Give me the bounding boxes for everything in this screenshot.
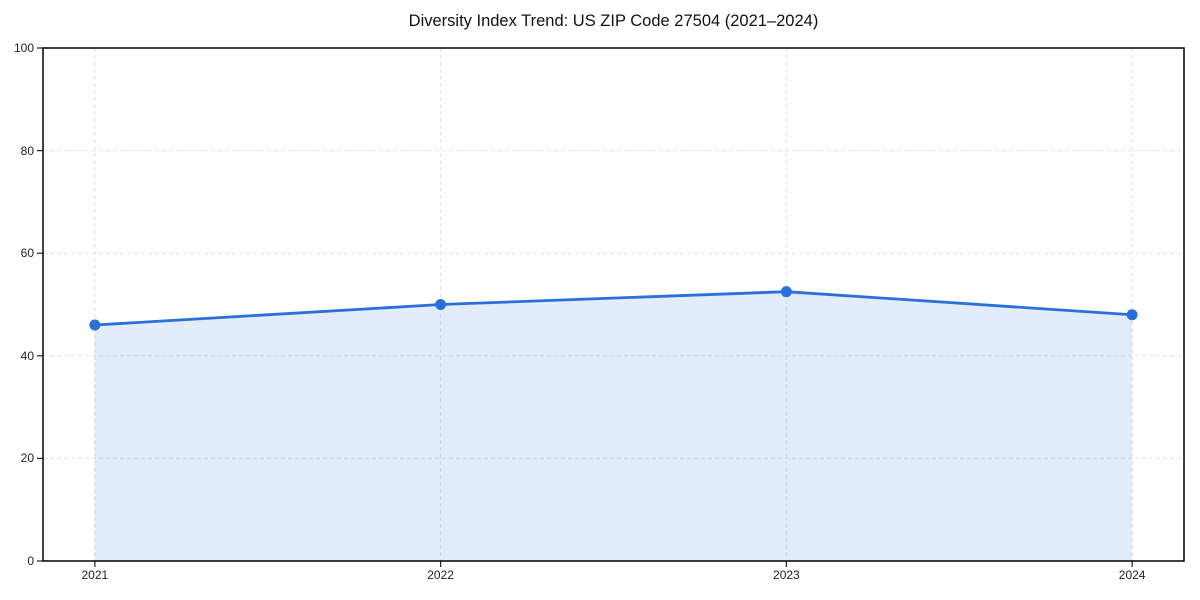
plot-area [37,47,1185,567]
data-point-marker [89,319,101,331]
area-fill [94,291,1133,561]
x-tick-label: 2024 [1118,568,1146,582]
y-tick-label: 100 [13,41,34,55]
axes-box [42,47,1185,562]
y-tick-label: 40 [20,348,34,363]
chart-title: Diversity Index Trend: US ZIP Code 27504… [408,12,819,30]
area-line-chart [37,47,1185,567]
y-tick-label: 20 [20,451,34,466]
x-tick-label: 2023 [773,568,800,582]
data-point-marker [435,299,447,310]
x-tick-label: 2022 [427,568,454,582]
y-tick-label: 60 [20,246,34,261]
data-point-marker [1126,309,1138,321]
y-tick-label: 80 [20,143,34,158]
data-point-marker [780,286,792,298]
y-tick-label: 0 [27,554,34,568]
x-tick-label: 2021 [81,568,109,582]
trend-line [93,290,1134,327]
